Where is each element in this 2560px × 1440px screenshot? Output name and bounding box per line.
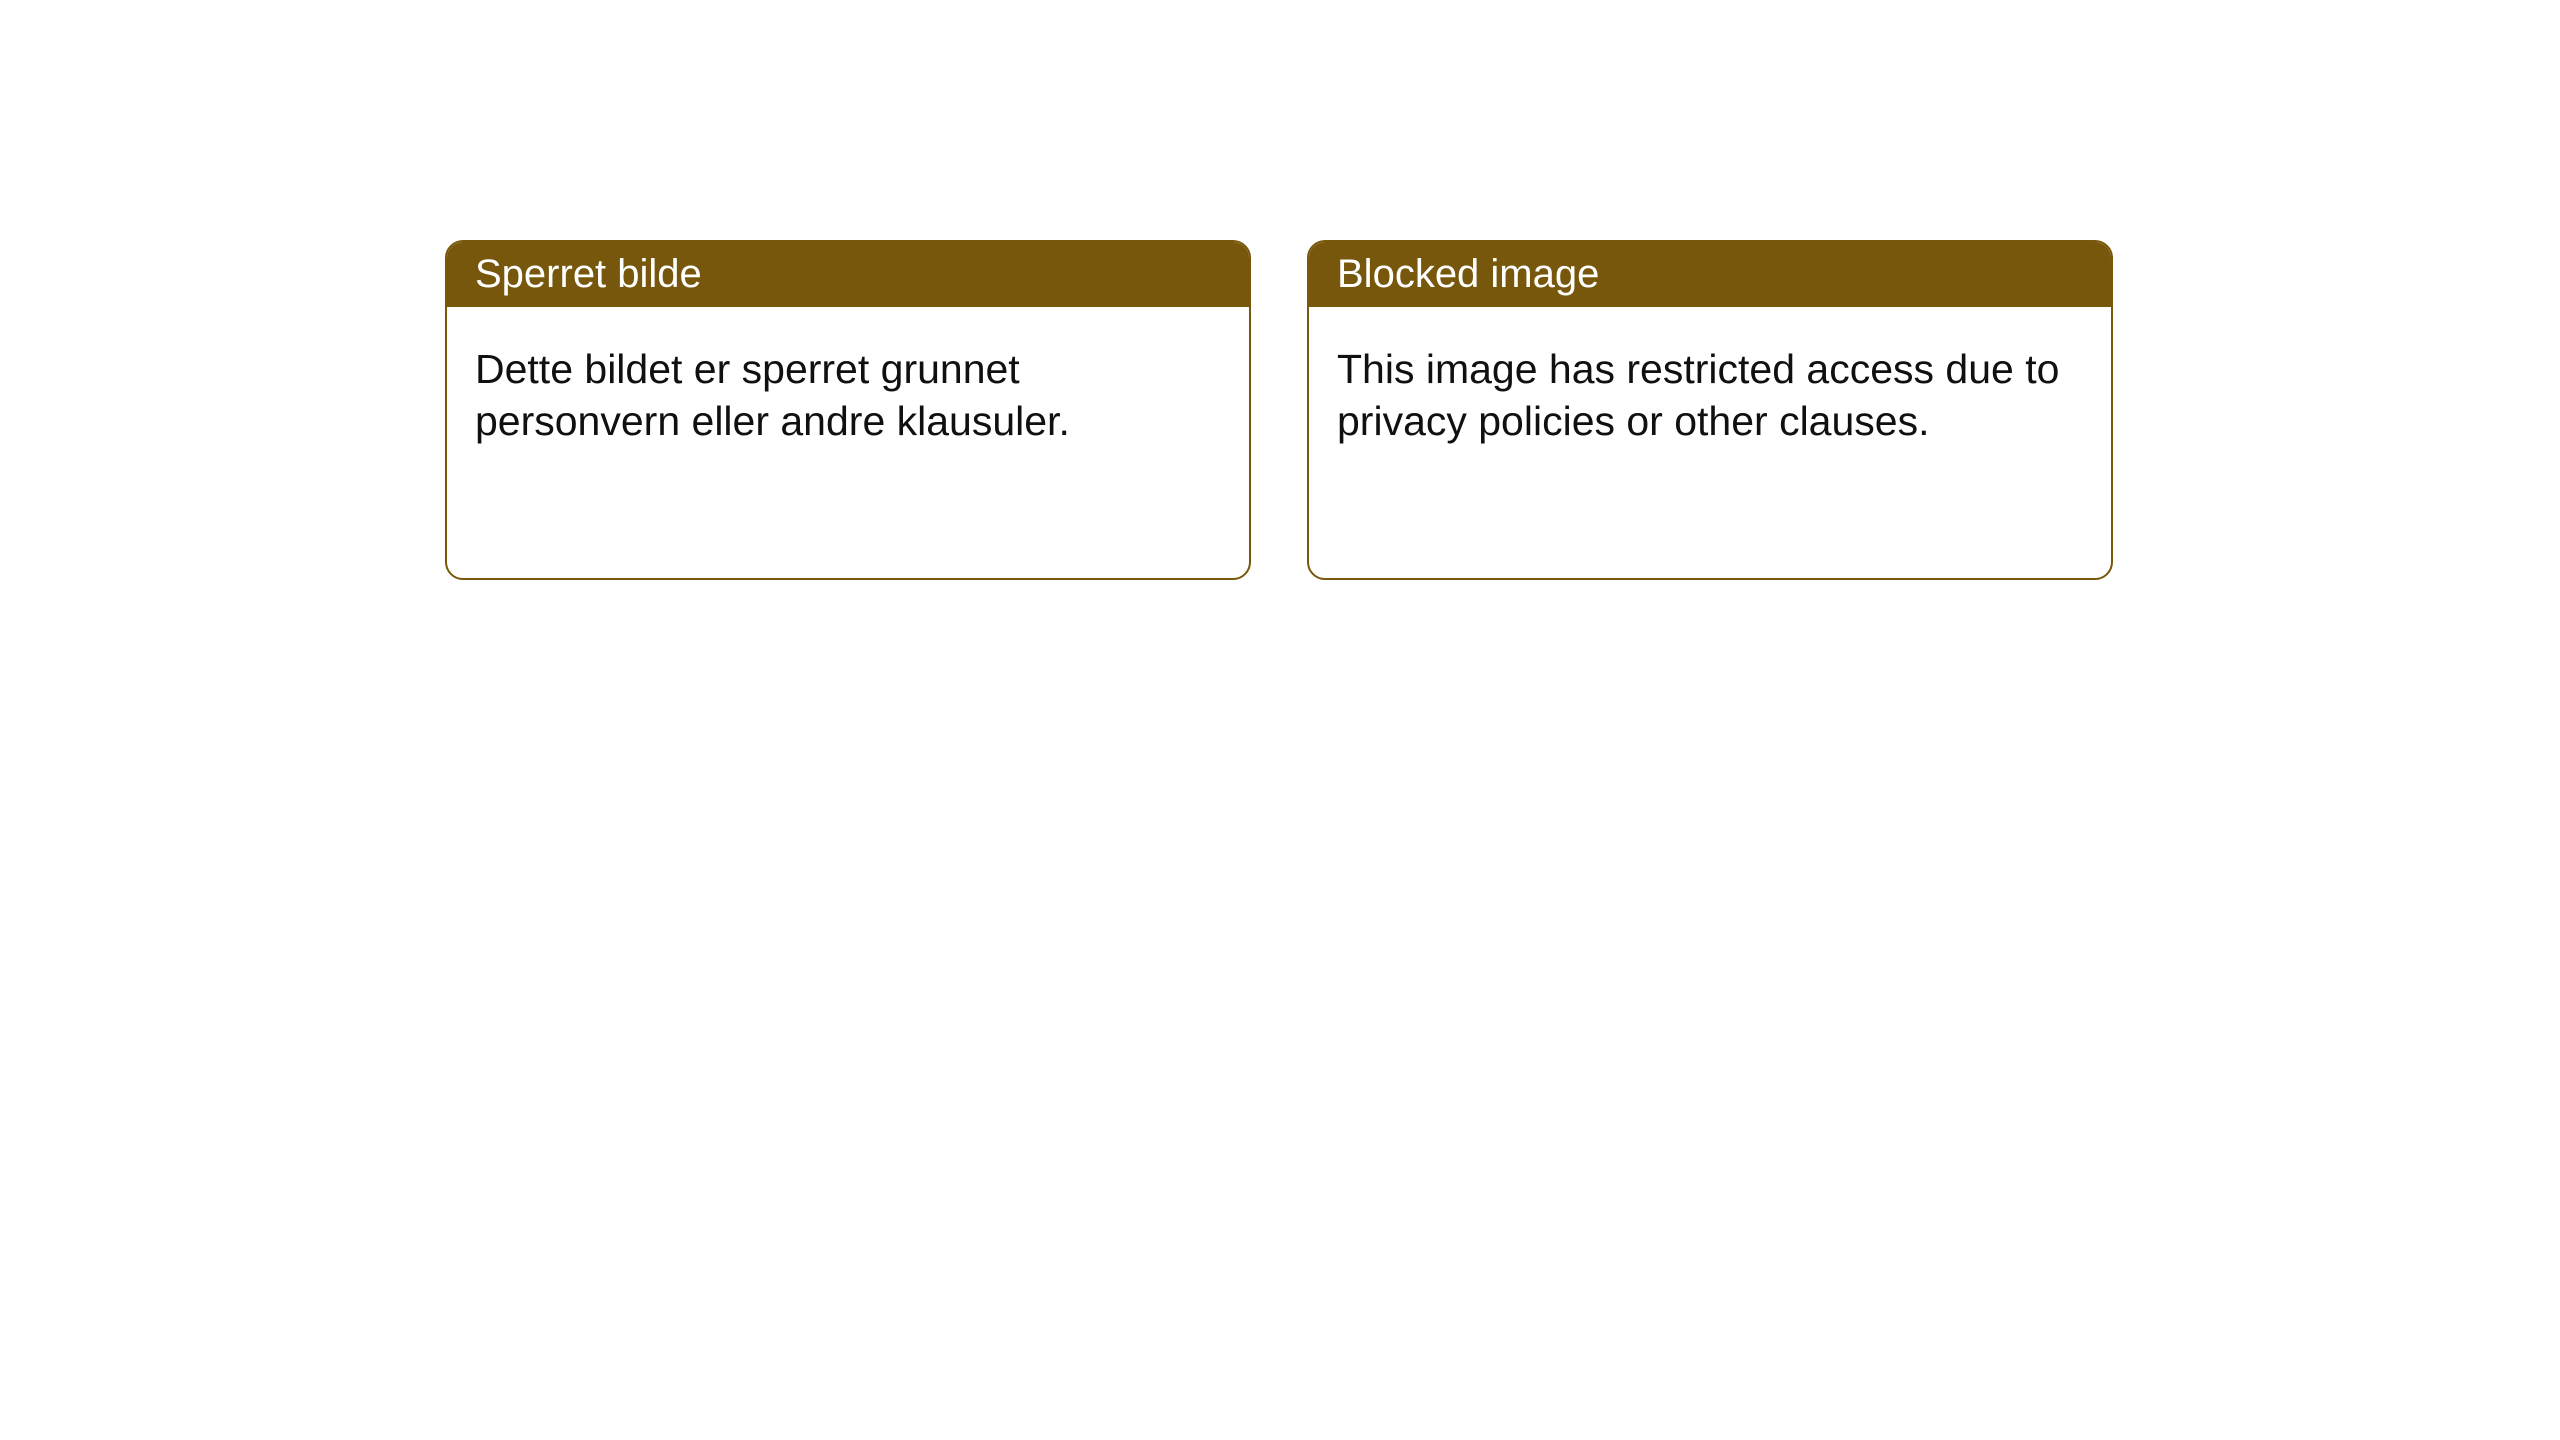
- card-body: Dette bildet er sperret grunnet personve…: [447, 307, 1249, 484]
- card-header: Sperret bilde: [447, 242, 1249, 307]
- blocked-image-card-en: Blocked image This image has restricted …: [1307, 240, 2113, 580]
- cards-container: Sperret bilde Dette bildet er sperret gr…: [445, 240, 2113, 580]
- blocked-image-card-no: Sperret bilde Dette bildet er sperret gr…: [445, 240, 1251, 580]
- card-body: This image has restricted access due to …: [1309, 307, 2111, 484]
- card-header: Blocked image: [1309, 242, 2111, 307]
